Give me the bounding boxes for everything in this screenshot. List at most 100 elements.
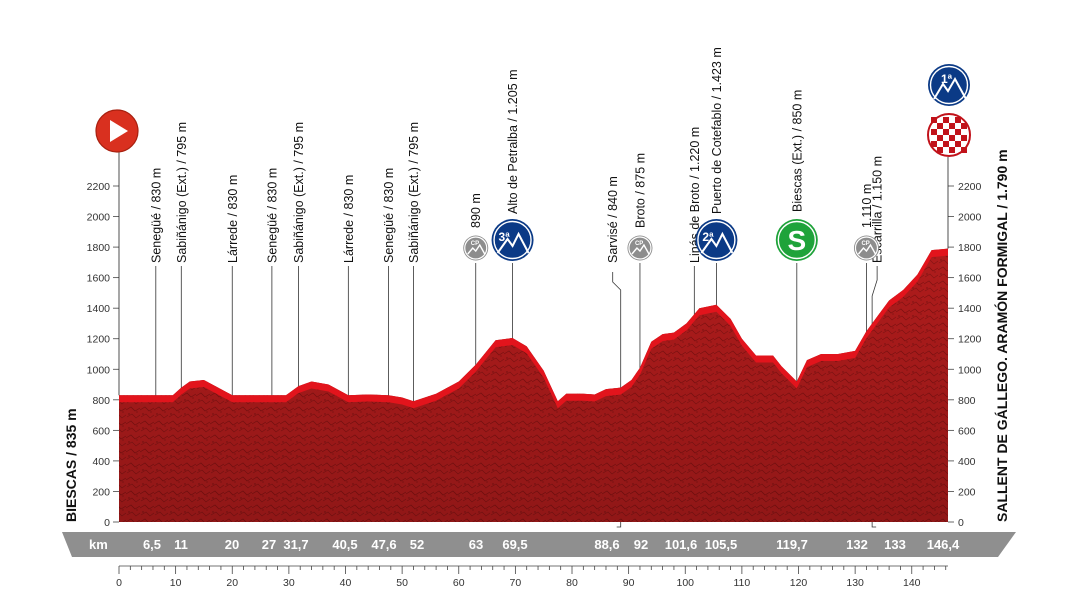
waypoint-label: Senegüé / 830 m (149, 168, 163, 263)
x-tick-label: 0 (116, 577, 122, 589)
km-value: 146,4 (927, 537, 960, 552)
waypoint-label: Senegüé / 830 m (265, 168, 279, 263)
checker-square (937, 123, 943, 129)
waypoint-label: Alto de Petralba / 1.205 m (506, 69, 520, 214)
start-location-label-group: BIESCAS / 835 m (63, 408, 79, 522)
y-tick-right: 1600 (958, 273, 982, 285)
checker-square (937, 135, 943, 141)
checker-square (937, 147, 943, 153)
km-band: km 6,5 11 20 27 31,7 40,5 47,6 52 63 69,5 88,6 92 10… (62, 532, 1016, 557)
x-tick-label: 30 (283, 577, 295, 589)
km-value: 101,6 (665, 537, 698, 552)
checker-square (943, 117, 949, 123)
checker-square (955, 141, 961, 147)
waypoint-label: Lárrede / 830 m (342, 175, 356, 263)
waypoint-label: Lárrede / 830 m (226, 175, 240, 263)
km-value: 92 (634, 537, 648, 552)
x-tick-label: 50 (396, 577, 408, 589)
climb-icon-category: 3ª (499, 230, 511, 244)
waypoint-leader (871, 266, 878, 528)
checker-square (943, 141, 949, 147)
x-tick-label: 60 (453, 577, 465, 589)
finish-climb-category: 1ª (941, 72, 953, 86)
y-tick-left: 1800 (87, 242, 111, 254)
waypoint-label: Senegüé / 830 m (382, 168, 396, 263)
km-band-label: km (89, 537, 108, 552)
sprint-icon: S (775, 219, 818, 261)
waypoint-label: Puerto de Cotefablo / 1.423 m (710, 47, 724, 214)
cp-icon-ring (628, 236, 652, 260)
y-tick-left: 400 (92, 456, 110, 468)
sprint-icon-bg (775, 219, 818, 261)
km-value: 31,7 (283, 537, 308, 552)
checker-square (943, 129, 949, 135)
checker-square (949, 123, 955, 129)
checker-square (955, 117, 961, 123)
cp-icon-text: CP (471, 241, 479, 247)
y-tick-right: 600 (958, 425, 976, 437)
y-tick-right: 2200 (958, 181, 982, 193)
finish-location-label-group: SALLENT DE GÁLLEGO. ARAMÓN FORMIGAL / 1.… (993, 149, 1010, 522)
cp-icon-ring (854, 236, 879, 260)
cp-icon-mountain (467, 243, 486, 255)
climb-icon: 2ª (695, 219, 738, 261)
km-value: 52 (410, 537, 424, 552)
y-tick-right: 200 (958, 486, 976, 498)
x-axis: 0 10 20 30 40 50 60 70 80 90 100 110 120 130 140 (116, 565, 948, 589)
waypoint-labels: Senegüé / 830 m Sabiñánigo (Ext.) / 795 m… (149, 47, 884, 263)
start-play-icon (95, 109, 139, 153)
checker-square (949, 135, 955, 141)
y-tick-left: 600 (92, 425, 110, 437)
finish-checkered-icon (927, 113, 971, 157)
finish-location-label: SALLENT DE GÁLLEGO. ARAMÓN FORMIGAL / 1.… (993, 149, 1010, 522)
cp-icon-bg (853, 235, 879, 261)
y-tick-right: 1000 (958, 364, 982, 376)
cp-icon: CP (463, 235, 489, 261)
sprint-icon-ring (777, 220, 817, 260)
y-tick-left: 200 (92, 486, 110, 498)
y-tick-left: 1600 (87, 273, 111, 285)
profile-shade (119, 248, 948, 522)
km-value: 27 (262, 537, 276, 552)
sprint-icon-text: S (787, 225, 806, 256)
finish-climb-icon: 1ª (928, 64, 970, 106)
waypoint-label: Sabiñánigo (Ext.) / 795 m (407, 122, 421, 263)
checker-square (931, 141, 937, 147)
y-tick-right: 1200 (958, 334, 982, 346)
y-axis-right: 0 200 400 600 800 1000 1200 1400 1600 1800 2000 220… (948, 181, 982, 529)
waypoint-icons: CP 3ª CP 2ª S CP (463, 219, 879, 261)
waypoint-label: Biescas (Ext.) / 850 m (790, 90, 804, 212)
x-tick-label: 130 (846, 577, 864, 589)
y-tick-left: 800 (92, 395, 110, 407)
checker-square (961, 135, 967, 141)
y-tick-right: 800 (958, 395, 976, 407)
cp-icon-ring (464, 236, 488, 260)
cp-icon: CP (627, 235, 653, 261)
km-value: 69,5 (502, 537, 527, 552)
km-value: 63 (469, 537, 483, 552)
checker-square (961, 147, 967, 153)
climb-icon-bg (695, 219, 738, 261)
x-tick-label: 140 (903, 577, 921, 589)
waypoint-label: Sarvisé / 840 m (606, 176, 620, 263)
km-value: 6,5 (143, 537, 161, 552)
checker-square (949, 147, 955, 153)
y-tick-right: 1800 (958, 242, 982, 254)
y-tick-left: 1000 (87, 364, 111, 376)
checker-square (955, 129, 961, 135)
x-tick-label: 100 (676, 577, 694, 589)
y-tick-left: 1400 (87, 303, 111, 315)
km-value: 47,6 (371, 537, 396, 552)
cp-icon-bg (627, 235, 653, 261)
km-value: 132 (846, 537, 868, 552)
y-tick-left: 1200 (87, 334, 111, 346)
start-location-label: BIESCAS / 835 m (63, 408, 79, 522)
climb-icon-bg (491, 219, 534, 261)
x-tick-label: 80 (566, 577, 578, 589)
y-tick-left: 0 (104, 517, 110, 529)
x-tick-label: 90 (623, 577, 635, 589)
x-tick-label: 10 (170, 577, 182, 589)
cp-icon-mountain (857, 243, 877, 255)
